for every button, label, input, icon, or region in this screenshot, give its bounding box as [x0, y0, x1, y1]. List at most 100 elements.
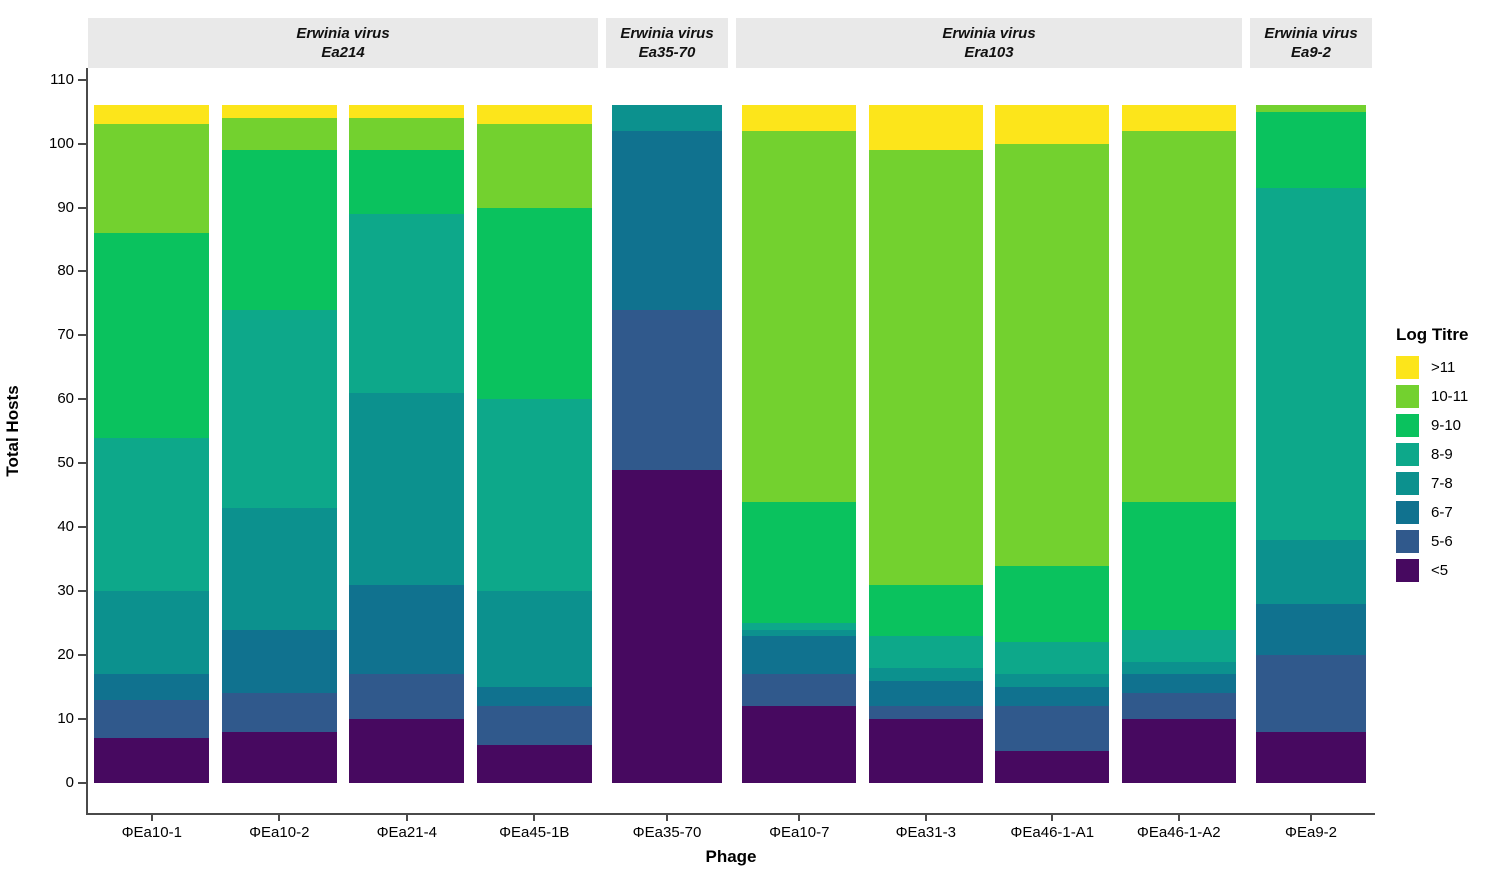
legend-item-label: 7-8	[1431, 474, 1453, 492]
x-tick	[666, 813, 668, 821]
bar-segment-5-6	[995, 706, 1110, 752]
x-tick	[533, 813, 536, 821]
y-tick	[78, 78, 86, 81]
x-tick	[405, 813, 408, 821]
y-tick-label: 90	[57, 198, 74, 216]
bar	[868, 105, 983, 783]
y-tick-label: 60	[57, 390, 74, 408]
bar-segment-<5	[94, 738, 210, 783]
facet-label-line1: Erwinia virus	[1264, 25, 1358, 42]
bar-segment-5-6	[612, 309, 722, 470]
bar-segment-<5	[612, 469, 722, 783]
bar-segment->11	[94, 105, 210, 125]
x-tick	[1310, 813, 1312, 821]
bar-segment-9-10	[742, 501, 857, 624]
bar-segment-8-9	[1121, 629, 1236, 662]
legend-swatch	[1396, 529, 1419, 553]
bar-segment-9-10	[995, 565, 1110, 643]
facet-strip: Erwinia virus Ea35-70	[606, 18, 728, 68]
x-tick	[1051, 813, 1054, 821]
facet-label-line2: Ea214	[321, 44, 365, 61]
x-tick-label: ΦEa46-1-A2	[1136, 824, 1221, 841]
legend-swatch	[1396, 384, 1419, 408]
bar-segment-9-10	[1121, 501, 1236, 630]
bar	[349, 105, 465, 783]
bar-segment-8-9	[868, 635, 983, 668]
facet-strip: Erwinia virus Era103	[736, 18, 1242, 68]
legend-item-label: 9-10	[1431, 416, 1462, 434]
facet-label-line2: Ea35-70	[638, 44, 696, 61]
bar-segment-9-10	[221, 150, 337, 310]
legend-swatch	[1396, 413, 1419, 437]
legend-item-label: <5	[1431, 561, 1449, 579]
legend-item: 5-6	[1396, 529, 1491, 553]
x-tick-label: ΦEa21-4	[376, 824, 437, 841]
facet-label-line1: Erwinia virus	[296, 25, 390, 42]
bar-segment-9-10	[349, 149, 465, 214]
y-tick-label: 40	[57, 518, 74, 536]
bar-segment-<5	[349, 719, 465, 783]
legend-item-label: 10-11	[1431, 387, 1469, 405]
bar-segment-8-9	[742, 623, 857, 630]
y-tick	[78, 462, 86, 465]
x-tick	[798, 813, 801, 821]
bar	[612, 105, 722, 783]
legend-item: 6-7	[1396, 500, 1491, 524]
legend-item: 9-10	[1396, 413, 1491, 437]
bar-segment-7-8	[221, 508, 337, 630]
legend-swatch	[1396, 500, 1419, 524]
bar-segment-<5	[221, 731, 337, 783]
bar-segment-7-8	[612, 105, 722, 131]
bar-segment-7-8	[94, 591, 210, 675]
y-tick	[78, 334, 86, 337]
bar-segment->11	[221, 105, 337, 119]
bar-segment-8-9	[221, 309, 337, 509]
bar-segment-7-8	[1121, 661, 1236, 675]
bar-segment-6-7	[742, 635, 857, 675]
y-tick	[78, 206, 86, 209]
bar-segment-7-8	[868, 667, 983, 681]
bar-segment-9-10	[868, 584, 983, 636]
bar-segment-9-10	[94, 233, 210, 438]
y-tick-label: 0	[65, 774, 74, 791]
bar	[1256, 105, 1366, 783]
x-axis-line	[86, 813, 1375, 815]
y-tick	[78, 590, 86, 593]
bar-segment-<5	[995, 751, 1110, 783]
bar-segment-10-11	[995, 143, 1110, 566]
bar	[1121, 105, 1236, 783]
x-tick	[1177, 813, 1180, 821]
y-tick	[78, 398, 86, 401]
legend-item-label: >11	[1431, 358, 1456, 376]
bar-segment-8-9	[1256, 188, 1366, 541]
bar-segment-<5	[868, 719, 983, 783]
bar	[995, 105, 1110, 783]
bar-segment-<5	[1256, 731, 1366, 783]
bar-segment-<5	[742, 706, 857, 783]
bar-segment-7-8	[1256, 540, 1366, 604]
bar-segment-6-7	[868, 680, 983, 707]
bar-segment-7-8	[995, 674, 1110, 688]
y-tick	[78, 526, 86, 529]
bar-segment-7-8	[349, 392, 465, 585]
legend-swatch	[1396, 355, 1419, 379]
bar	[742, 105, 857, 783]
bar-segment-10-11	[868, 150, 983, 585]
legend-swatch	[1396, 558, 1419, 582]
legend-items: >11 10-11 9-10 8-9 7-8 6-7 5-6 <5	[1396, 355, 1491, 582]
facet-label-line2: Era103	[964, 44, 1014, 61]
bar-segment-8-9	[995, 642, 1110, 675]
bar-segment-5-6	[868, 706, 983, 720]
x-tick-label: ΦEa46-1-A1	[1010, 824, 1095, 841]
legend-item-label: 8-9	[1431, 445, 1453, 463]
y-axis-title: Total Hosts	[3, 385, 22, 477]
y-tick-label: 80	[57, 262, 74, 280]
bar-segment->11	[742, 105, 857, 131]
bar-segment->11	[1121, 105, 1236, 131]
y-tick-label: 20	[57, 646, 74, 664]
legend-item: 8-9	[1396, 442, 1491, 466]
y-tick	[78, 782, 86, 784]
x-tick-label: ΦEa10-7	[769, 824, 830, 841]
bar	[476, 105, 592, 783]
bar-segment-10-11	[221, 118, 337, 150]
